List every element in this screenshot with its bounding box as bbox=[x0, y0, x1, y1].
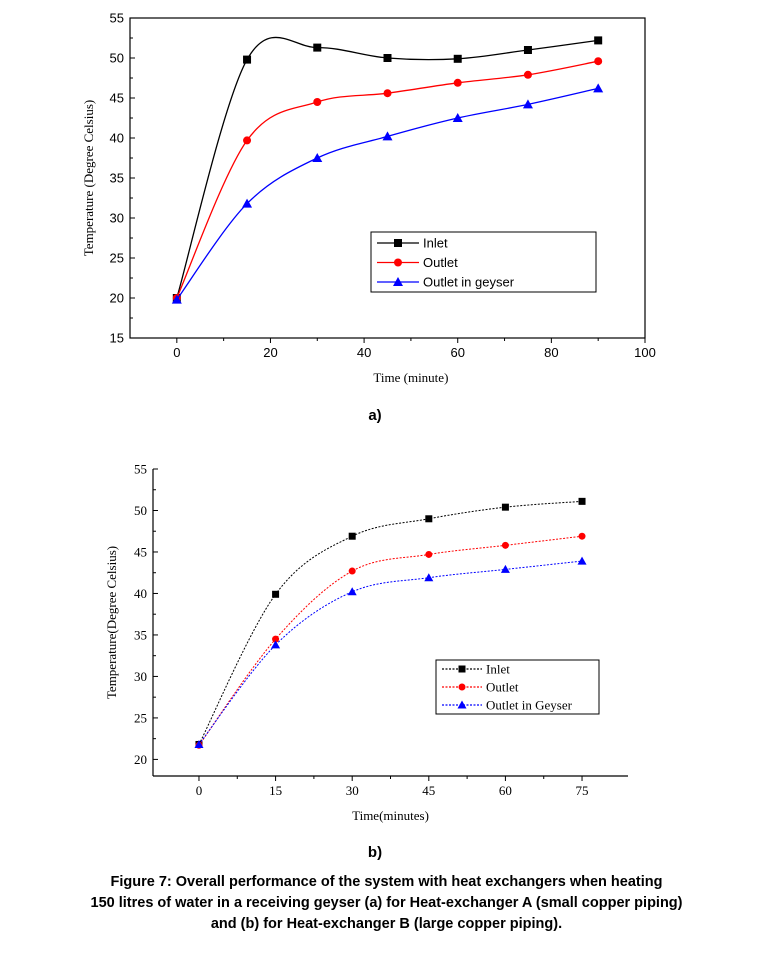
x-tick-label: 30 bbox=[346, 783, 359, 798]
data-point-triangle bbox=[194, 739, 204, 748]
data-point-circle bbox=[523, 70, 532, 79]
x-tick-label: 60 bbox=[499, 783, 512, 798]
data-point-triangle bbox=[577, 556, 587, 565]
y-tick-label: 25 bbox=[134, 710, 147, 725]
data-point-triangle bbox=[242, 198, 253, 208]
y-tick-label: 55 bbox=[110, 11, 124, 26]
y-axis-label: Temperature(Degree Celsius) bbox=[104, 546, 119, 699]
legend: Inlet Outlet Outlet in Geyser bbox=[435, 659, 600, 715]
data-point-circle bbox=[313, 98, 322, 106]
y-tick-label: 45 bbox=[110, 91, 124, 106]
x-tick-label: 60 bbox=[450, 345, 464, 360]
x-tick-label: 40 bbox=[357, 345, 371, 360]
y-tick-label: 20 bbox=[134, 752, 147, 767]
legend-marker-triangle bbox=[457, 700, 467, 709]
y-tick-label: 20 bbox=[110, 291, 124, 306]
y-tick-label: 45 bbox=[134, 544, 147, 559]
data-point-square bbox=[243, 55, 252, 64]
data-point-triangle bbox=[171, 294, 182, 304]
legend-marker-triangle bbox=[393, 277, 403, 286]
x-axis-label: Time (minute) bbox=[373, 370, 448, 385]
y-tick-label: 50 bbox=[134, 503, 147, 518]
data-point-circle bbox=[425, 550, 433, 558]
panel-label: a) bbox=[368, 407, 381, 424]
legend-label: Outlet in Geyser bbox=[486, 698, 573, 713]
data-point-square bbox=[383, 54, 392, 62]
data-point-triangle bbox=[593, 83, 604, 93]
data-point-circle bbox=[594, 57, 603, 66]
panel-label: b) bbox=[368, 844, 382, 861]
figure-caption: Figure 7: Overall performance of the sys… bbox=[0, 872, 773, 935]
x-tick-label: 20 bbox=[263, 345, 277, 360]
data-point-square bbox=[523, 46, 532, 54]
legend-marker-square bbox=[458, 665, 466, 673]
chart-a: 15 20 25 30 35 40 45 50 55 0 20 40 60 80 100 Time (minu… bbox=[81, 11, 656, 425]
y-tick-label: 30 bbox=[134, 669, 147, 684]
x-tick-label: 80 bbox=[544, 345, 558, 360]
data-point-circle bbox=[272, 635, 280, 643]
series-line-outlet-in-geyser bbox=[198, 560, 583, 745]
data-point-square bbox=[272, 590, 280, 598]
data-point-triangle bbox=[452, 113, 463, 122]
legend-label: Inlet bbox=[423, 236, 448, 251]
legend-label: Outlet bbox=[486, 680, 519, 695]
data-point-circle bbox=[578, 532, 586, 540]
y-tick-label: 40 bbox=[134, 586, 147, 601]
x-tick-label: 75 bbox=[576, 783, 589, 798]
y-tick-label: 50 bbox=[110, 51, 124, 66]
legend-label: Outlet in geyser bbox=[423, 275, 515, 290]
caption-line-2: 150 litres of water in a receiving geyse… bbox=[90, 895, 683, 911]
chart-b: 20 25 30 35 40 45 50 55 0 15 30 45 60 75 Time(minutes)… bbox=[104, 462, 628, 861]
series-line-inlet bbox=[198, 500, 583, 745]
legend-marker-square bbox=[394, 239, 402, 247]
caption-line-1: Figure 7: Overall performance of the sys… bbox=[110, 874, 663, 890]
data-point-square bbox=[348, 532, 356, 540]
x-tick-label: 0 bbox=[196, 783, 203, 798]
y-tick-label: 35 bbox=[110, 171, 124, 186]
x-tick-label: 0 bbox=[173, 345, 180, 360]
data-point-circle bbox=[453, 78, 462, 87]
x-tick-label: 15 bbox=[269, 783, 282, 798]
data-point-circle bbox=[243, 136, 252, 145]
legend-label: Outlet bbox=[423, 255, 458, 270]
data-point-triangle bbox=[271, 640, 281, 649]
y-tick-label: 55 bbox=[134, 462, 147, 477]
data-point-square bbox=[425, 515, 433, 523]
data-point-triangle bbox=[424, 573, 434, 582]
data-point-triangle bbox=[522, 99, 533, 109]
x-tick-label: 45 bbox=[422, 783, 435, 798]
y-tick-label: 40 bbox=[110, 131, 124, 146]
x-tick-label: 100 bbox=[634, 345, 656, 360]
data-point-circle bbox=[501, 541, 509, 549]
data-point-square bbox=[578, 497, 586, 505]
data-point-circle bbox=[348, 567, 356, 575]
data-point-triangle bbox=[500, 564, 510, 573]
y-tick-label: 30 bbox=[110, 211, 124, 226]
y-tick-label: 15 bbox=[110, 331, 124, 346]
data-point-square bbox=[313, 43, 322, 52]
legend: Inlet Outlet Outlet in geyser bbox=[370, 231, 597, 293]
data-point-circle bbox=[383, 89, 392, 98]
data-point-square bbox=[453, 54, 462, 63]
data-point-square bbox=[501, 503, 509, 511]
data-point-square bbox=[594, 36, 603, 45]
legend-marker-circle bbox=[394, 258, 402, 267]
data-point-triangle bbox=[312, 153, 323, 162]
y-tick-label: 25 bbox=[110, 251, 124, 266]
caption-line-3: and (b) for Heat-exchanger B (large copp… bbox=[210, 916, 563, 932]
legend-marker-circle bbox=[458, 683, 466, 691]
legend-label: Inlet bbox=[486, 662, 510, 677]
data-point-triangle bbox=[382, 131, 393, 141]
data-point-triangle bbox=[347, 587, 357, 596]
y-axis-label: Temperature (Degree Celsius) bbox=[81, 100, 96, 256]
x-axis-label: Time(minutes) bbox=[352, 808, 429, 823]
y-tick-label: 35 bbox=[134, 627, 147, 642]
